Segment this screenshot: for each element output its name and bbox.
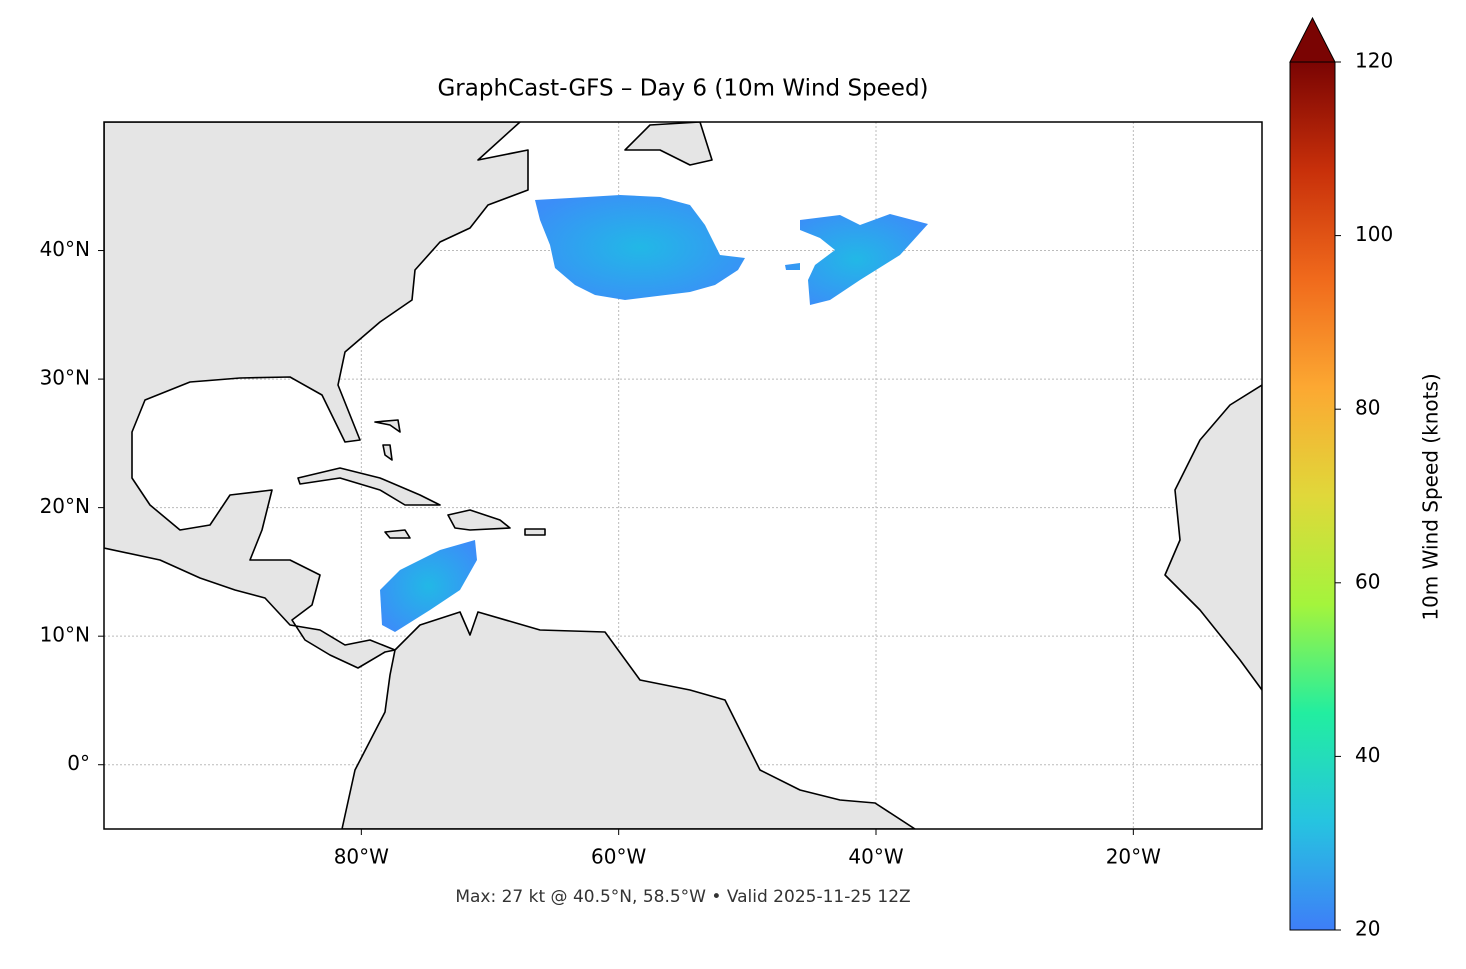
map-frame [103,121,1263,830]
basemap [104,122,1262,829]
cuba [297,467,441,506]
x-tick-label: 80°W [334,845,389,869]
y-tick-label: 10°N [40,623,90,647]
hispaniola [447,509,511,531]
colorbar: 20 40 60 80 100 120 [1289,16,1393,941]
bahamas [374,419,401,461]
colorbar-tick-label: 80 [1355,396,1380,420]
y-tick-label: 20°N [40,494,90,518]
axes: 80°W 60°W 40°W 20°W 0° 10°N 20°N 30°N 40°N [40,237,1162,868]
newfoundland [624,122,713,166]
footnote: Max: 27 kt @ 40.5°N, 58.5°W • Valid 2025… [455,887,910,907]
wind-area [535,195,745,300]
colorbar-scale [1289,61,1336,931]
south-america [341,611,916,829]
y-tick-label: 40°N [40,237,90,261]
x-tick-label: 20°W [1106,845,1161,869]
y-tick-label: 0° [67,751,90,775]
africa [1164,384,1262,691]
colorbar-label: 10m Wind Speed (knots) [1419,373,1443,620]
x-tick-label: 60°W [591,845,646,869]
colorbar-tick-label: 40 [1355,743,1380,767]
colorbar-extend [1289,16,1336,63]
wind-area [380,540,477,632]
colorbar-tick-label: 120 [1355,49,1393,73]
jamaica [384,529,411,539]
wind-area [785,214,928,305]
puerto-rico [524,528,546,536]
chart-title: GraphCast-GFS – Day 6 (10m Wind Speed) [437,76,928,102]
colorbar-tick-label: 60 [1355,569,1380,593]
north-america [104,122,529,669]
colorbar-tick-label: 20 [1355,917,1380,941]
y-tick-label: 30°N [40,366,90,390]
colorbar-tick-label: 100 [1355,222,1393,246]
x-tick-label: 40°W [848,845,903,869]
